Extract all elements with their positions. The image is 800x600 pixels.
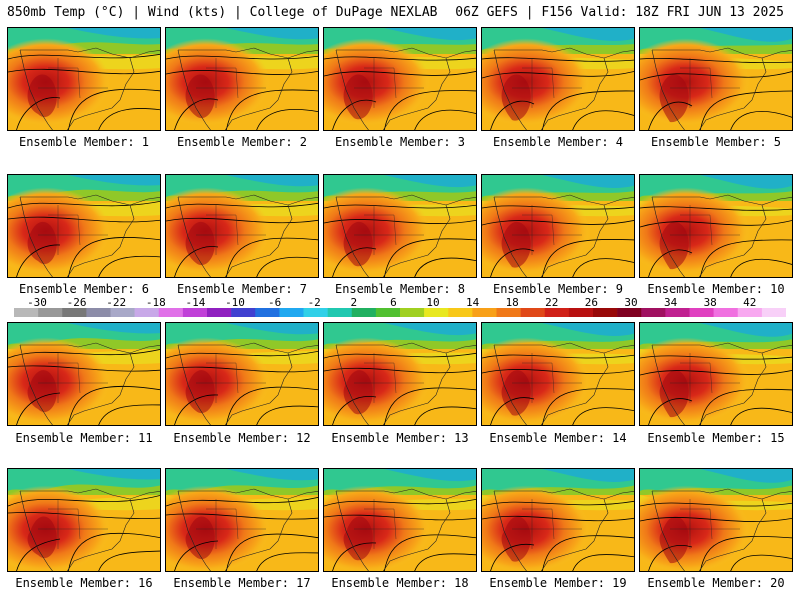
colorbar-swatch — [231, 308, 256, 317]
ensemble-member-caption: Ensemble Member: 19 — [489, 576, 627, 590]
ensemble-map-panel — [323, 468, 477, 572]
colorbar-tick-label: -26 — [66, 296, 87, 309]
ensemble-map-panel — [165, 27, 319, 131]
ensemble-map-panel — [481, 27, 635, 131]
colorbar-tick-label: -2 — [307, 296, 321, 309]
colorbar-tick-label: 34 — [663, 296, 678, 309]
colorbar-swatch — [255, 308, 280, 317]
colorbar-swatch — [207, 308, 232, 317]
ensemble-member-caption: Ensemble Member: 2 — [176, 135, 308, 149]
ensemble-member-caption: Ensemble Member: 11 — [15, 431, 153, 445]
colorbar-tick-label: -18 — [145, 296, 166, 309]
ensemble-member-caption: Ensemble Member: 5 — [650, 135, 782, 149]
ensemble-map-panel — [165, 468, 319, 572]
ensemble-member-caption: Ensemble Member: 1 — [18, 135, 150, 149]
temperature-colorbar: -30 -26 -22 -18 -14 -10 -6 -2 2 6 10 14 18 22 26 30 34 38… — [0, 296, 800, 318]
ensemble-map-panel — [639, 174, 793, 278]
ensemble-member-caption: Ensemble Member: 14 — [489, 431, 627, 445]
ensemble-map-panel — [323, 174, 477, 278]
ensemble-member-caption: Ensemble Member: 13 — [331, 431, 469, 445]
ensemble-map-panel — [323, 322, 477, 426]
colorbar-swatch — [182, 308, 208, 317]
ensemble-member-caption: Ensemble Member: 7 — [176, 282, 308, 296]
colorbar-swatch — [472, 308, 497, 317]
ensemble-map-panel — [639, 468, 793, 572]
colorbar-swatch — [424, 308, 449, 317]
ensemble-member-caption: Ensemble Member: 8 — [334, 282, 466, 296]
ensemble-map-panel — [481, 468, 635, 572]
ensemble-member-caption: Ensemble Member: 10 — [647, 282, 785, 296]
ensemble-member-caption: Ensemble Member: 3 — [334, 135, 466, 149]
chart-title: 850mb Temp (°C) | Wind (kts) | College o… — [7, 5, 438, 20]
ensemble-map-panel — [7, 174, 161, 278]
ensemble-map-panel — [481, 174, 635, 278]
colorbar-tick-label: -22 — [106, 296, 127, 309]
colorbar-swatch — [737, 308, 763, 317]
colorbar-swatch — [761, 308, 786, 317]
ensemble-member-caption: Ensemble Member: 9 — [492, 282, 624, 296]
ensemble-map-panel — [323, 27, 477, 131]
colorbar-tick-label: 10 — [426, 296, 440, 309]
colorbar-swatch — [62, 308, 87, 317]
colorbar-swatch — [400, 308, 425, 317]
ensemble-member-caption: Ensemble Member: 12 — [173, 431, 311, 445]
colorbar-swatch — [86, 308, 111, 317]
ensemble-map-panel — [165, 322, 319, 426]
colorbar-swatch — [593, 308, 618, 317]
colorbar-tick-label: -10 — [225, 296, 245, 309]
colorbar-tick-label: 18 — [505, 296, 519, 309]
colorbar-swatch — [689, 308, 714, 317]
colorbar-swatch — [110, 308, 135, 317]
colorbar-swatch — [134, 308, 160, 317]
ensemble-map-panel — [165, 174, 319, 278]
colorbar-swatch — [617, 308, 642, 317]
ensemble-member-caption: Ensemble Member: 20 — [647, 576, 785, 590]
colorbar-tick-label: 2 — [350, 296, 358, 309]
valid-time-label: 06Z GEFS | F156 Valid: 18Z FRI JUN 13 20… — [455, 5, 784, 20]
colorbar-swatch — [641, 308, 666, 317]
colorbar-tick-label: 38 — [703, 296, 717, 309]
colorbar-swatch — [520, 308, 546, 317]
colorbar-swatch — [351, 308, 377, 317]
ensemble-map-panel — [639, 27, 793, 131]
colorbar-swatch — [544, 308, 570, 317]
colorbar-tick-label: -30 — [27, 296, 47, 309]
colorbar-tick-label: -14 — [185, 296, 206, 309]
colorbar-swatch — [665, 308, 690, 317]
colorbar-swatch — [14, 308, 39, 317]
colorbar-tick-label: -6 — [267, 296, 282, 309]
ensemble-member-caption: Ensemble Member: 17 — [173, 576, 311, 590]
colorbar-tick-label: 14 — [465, 296, 480, 309]
ensemble-map-panel — [7, 27, 161, 131]
ensemble-map-panel — [7, 468, 161, 572]
colorbar-swatch — [448, 308, 473, 317]
colorbar-tick-label: 6 — [390, 296, 397, 309]
colorbar-tick-label: 26 — [584, 296, 599, 309]
ensemble-map-panel — [481, 322, 635, 426]
colorbar-strip — [14, 308, 786, 317]
colorbar-swatch — [38, 308, 63, 317]
ensemble-map-panel — [639, 322, 793, 426]
ensemble-member-caption: Ensemble Member: 4 — [492, 135, 624, 149]
ensemble-map-panel — [7, 322, 161, 426]
colorbar-swatch — [568, 308, 594, 317]
colorbar-swatch — [303, 308, 328, 317]
colorbar-swatch — [158, 308, 184, 317]
colorbar-swatch — [713, 308, 739, 317]
ensemble-member-caption: Ensemble Member: 15 — [647, 431, 785, 445]
ensemble-member-caption: Ensemble Member: 16 — [15, 576, 153, 590]
colorbar-tick-label: 22 — [545, 296, 559, 309]
colorbar-swatch — [279, 308, 304, 317]
ensemble-member-caption: Ensemble Member: 18 — [331, 576, 469, 590]
colorbar-swatch — [496, 308, 521, 317]
colorbar-tick-label: 30 — [624, 296, 638, 309]
colorbar-swatch — [375, 308, 401, 317]
colorbar-tick-label: 42 — [743, 296, 757, 309]
ensemble-member-caption: Ensemble Member: 6 — [18, 282, 150, 296]
colorbar-swatch — [327, 308, 353, 317]
